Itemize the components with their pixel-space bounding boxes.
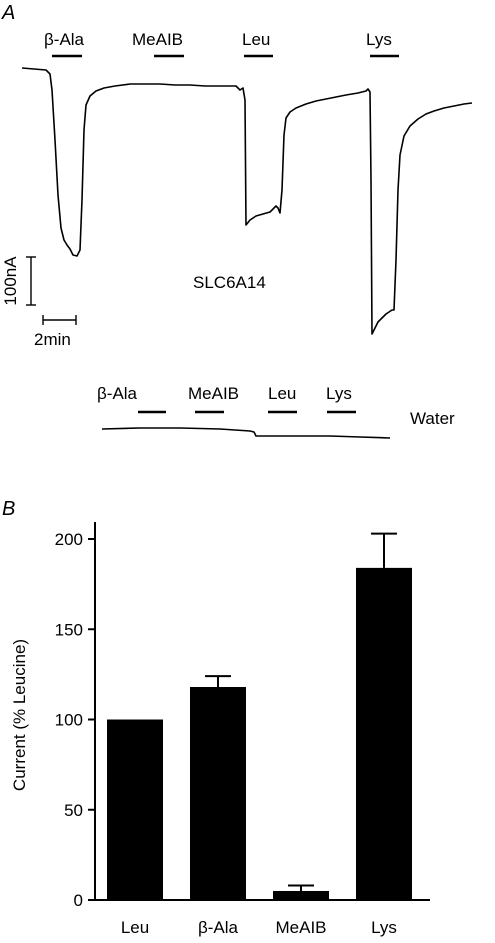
- water-label-lys: Lys: [326, 384, 352, 403]
- x-tick-labels: Leu β-Ala MeAIB Lys: [121, 918, 397, 937]
- x-tick-label: β-Ala: [198, 918, 239, 937]
- panel-b: B Current (% Leucine) 0 50 100 150 200 Leu β-…: [2, 498, 430, 937]
- scale-time-label: 2min: [34, 330, 71, 349]
- water-label-meaib: MeAIB: [188, 384, 239, 403]
- x-tick-label: Lys: [371, 918, 397, 937]
- y-tick-label: 150: [55, 620, 83, 639]
- bar: [356, 567, 412, 900]
- control-label: Water: [410, 409, 455, 428]
- scale-bar: 100nA 2min: [1, 256, 77, 349]
- label-beta-ala: β-Ala: [44, 30, 85, 49]
- y-tick-label: 100: [55, 711, 83, 730]
- y-tick-label: 50: [64, 801, 83, 820]
- y-axis-label: Current (% Leucine): [10, 639, 29, 791]
- y-tick-label: 0: [74, 891, 83, 910]
- bars: [107, 532, 412, 900]
- label-leu: Leu: [242, 30, 270, 49]
- y-tick-label: 200: [55, 530, 83, 549]
- current-trace-slc6a14: [21, 67, 473, 335]
- construct-label: SLC6A14: [193, 273, 266, 292]
- scale-current-label: 100nA: [1, 256, 20, 306]
- x-tick-label: Leu: [121, 918, 149, 937]
- water-label-beta-ala: β-Ala: [97, 384, 138, 403]
- bar: [273, 890, 329, 900]
- label-lys: Lys: [366, 30, 392, 49]
- panel-a: A β-Ala MeAIB Leu Lys 100nA 2min SLC6A14…: [1, 2, 473, 439]
- panel-a-letter: A: [1, 2, 15, 24]
- current-trace-water: [101, 427, 391, 439]
- water-label-leu: Leu: [268, 384, 296, 403]
- y-ticks: 0 50 100 150 200: [55, 530, 95, 910]
- bar: [190, 687, 246, 900]
- panel-b-letter: B: [2, 498, 15, 520]
- bar: [107, 719, 163, 900]
- label-meaib: MeAIB: [132, 30, 183, 49]
- x-tick-label: MeAIB: [275, 918, 326, 937]
